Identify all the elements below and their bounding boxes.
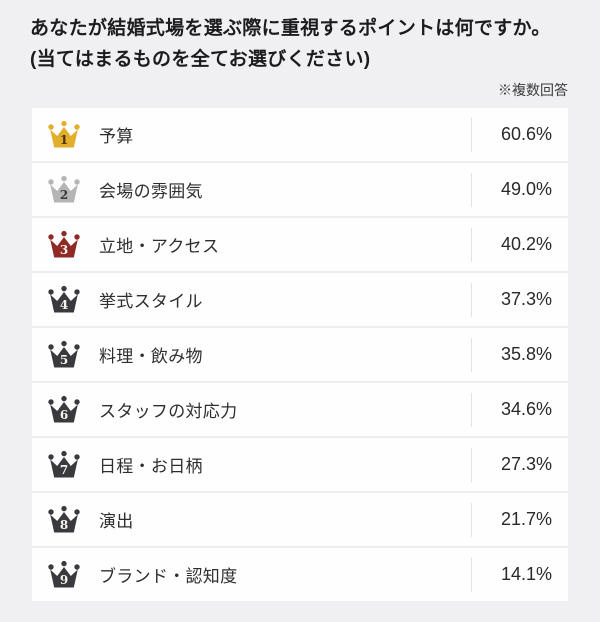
percent-cell: 60.6%	[471, 117, 568, 152]
rank-number: 2	[60, 188, 68, 202]
crown-rank-8-icon: 8	[48, 505, 80, 532]
percent-cell: 40.2%	[471, 227, 568, 262]
item-label: 料理・飲み物	[99, 347, 203, 366]
ranking-row-2: 2 会場の雰囲気 49.0%	[32, 163, 568, 218]
crown-rank-2-icon: 2	[48, 175, 80, 202]
item-percent: 21.7%	[500, 509, 552, 529]
item-percent: 34.6%	[500, 399, 552, 419]
rank-number: 5	[60, 353, 68, 367]
rank-number: 8	[60, 518, 68, 532]
crown-rank-5-icon: 5	[48, 340, 80, 367]
item-percent: 40.2%	[500, 234, 552, 254]
item-label: 立地・アクセス	[99, 237, 220, 256]
item-label: ブランド・認知度	[99, 567, 238, 586]
crown-rank-1-icon: 1	[48, 120, 80, 147]
item-percent: 60.6%	[500, 124, 552, 144]
crown-rank-9-icon: 9	[48, 560, 80, 587]
percent-cell: 21.7%	[471, 502, 568, 537]
item-percent: 49.0%	[500, 179, 552, 199]
rank-number: 6	[60, 408, 68, 422]
percent-cell: 27.3%	[471, 447, 568, 482]
rank-number: 3	[60, 243, 68, 257]
percent-cell: 37.3%	[471, 282, 568, 317]
rank-number: 1	[60, 133, 68, 147]
ranking-list: 1 予算 60.6% 2 会場の雰囲気 49.0%	[32, 108, 568, 601]
title-line-1: あなたが結婚式場を選ぶ際に重視するポイントは何ですか。	[30, 18, 551, 39]
item-label: 挙式スタイル	[99, 292, 203, 311]
crown-rank-6-icon: 6	[48, 395, 80, 422]
item-label: 予算	[99, 127, 134, 146]
crown-rank-7-icon: 7	[48, 450, 80, 477]
crown-rank-3-icon: 3	[48, 230, 80, 257]
rank-number: 4	[60, 298, 68, 312]
ranking-row-4: 4 挙式スタイル 37.3%	[32, 273, 568, 328]
ranking-row-5: 5 料理・飲み物 35.8%	[32, 328, 568, 383]
item-percent: 14.1%	[500, 564, 552, 584]
item-label: 日程・お日柄	[99, 457, 203, 476]
item-percent: 35.8%	[500, 344, 552, 364]
percent-cell: 35.8%	[471, 337, 568, 372]
rank-number: 7	[60, 463, 68, 477]
percent-cell: 14.1%	[471, 557, 568, 592]
ranking-row-1: 1 予算 60.6%	[32, 108, 568, 163]
crown-rank-4-icon: 4	[48, 285, 80, 312]
ranking-row-9: 9 ブランド・認知度 14.1%	[32, 548, 568, 601]
page-title: あなたが結婚式場を選ぶ際に重視するポイントは何ですか。 (当てはまるものを全てお…	[30, 0, 570, 75]
multiple-answer-note: ※複数回答	[498, 82, 568, 98]
item-label: スタッフの対応力	[99, 402, 238, 421]
percent-cell: 34.6%	[471, 392, 568, 427]
item-percent: 37.3%	[500, 289, 552, 309]
ranking-row-6: 6 スタッフの対応力 34.6%	[32, 383, 568, 438]
item-percent: 27.3%	[500, 454, 552, 474]
item-label: 演出	[99, 512, 134, 531]
item-label: 会場の雰囲気	[99, 182, 203, 201]
ranking-row-3: 3 立地・アクセス 40.2%	[32, 218, 568, 273]
ranking-row-7: 7 日程・お日柄 27.3%	[32, 438, 568, 493]
rank-number: 9	[60, 573, 68, 587]
title-line-2: (当てはまるものを全てお選びください)	[30, 49, 371, 70]
percent-cell: 49.0%	[471, 172, 568, 207]
ranking-row-8: 8 演出 21.7%	[32, 493, 568, 548]
